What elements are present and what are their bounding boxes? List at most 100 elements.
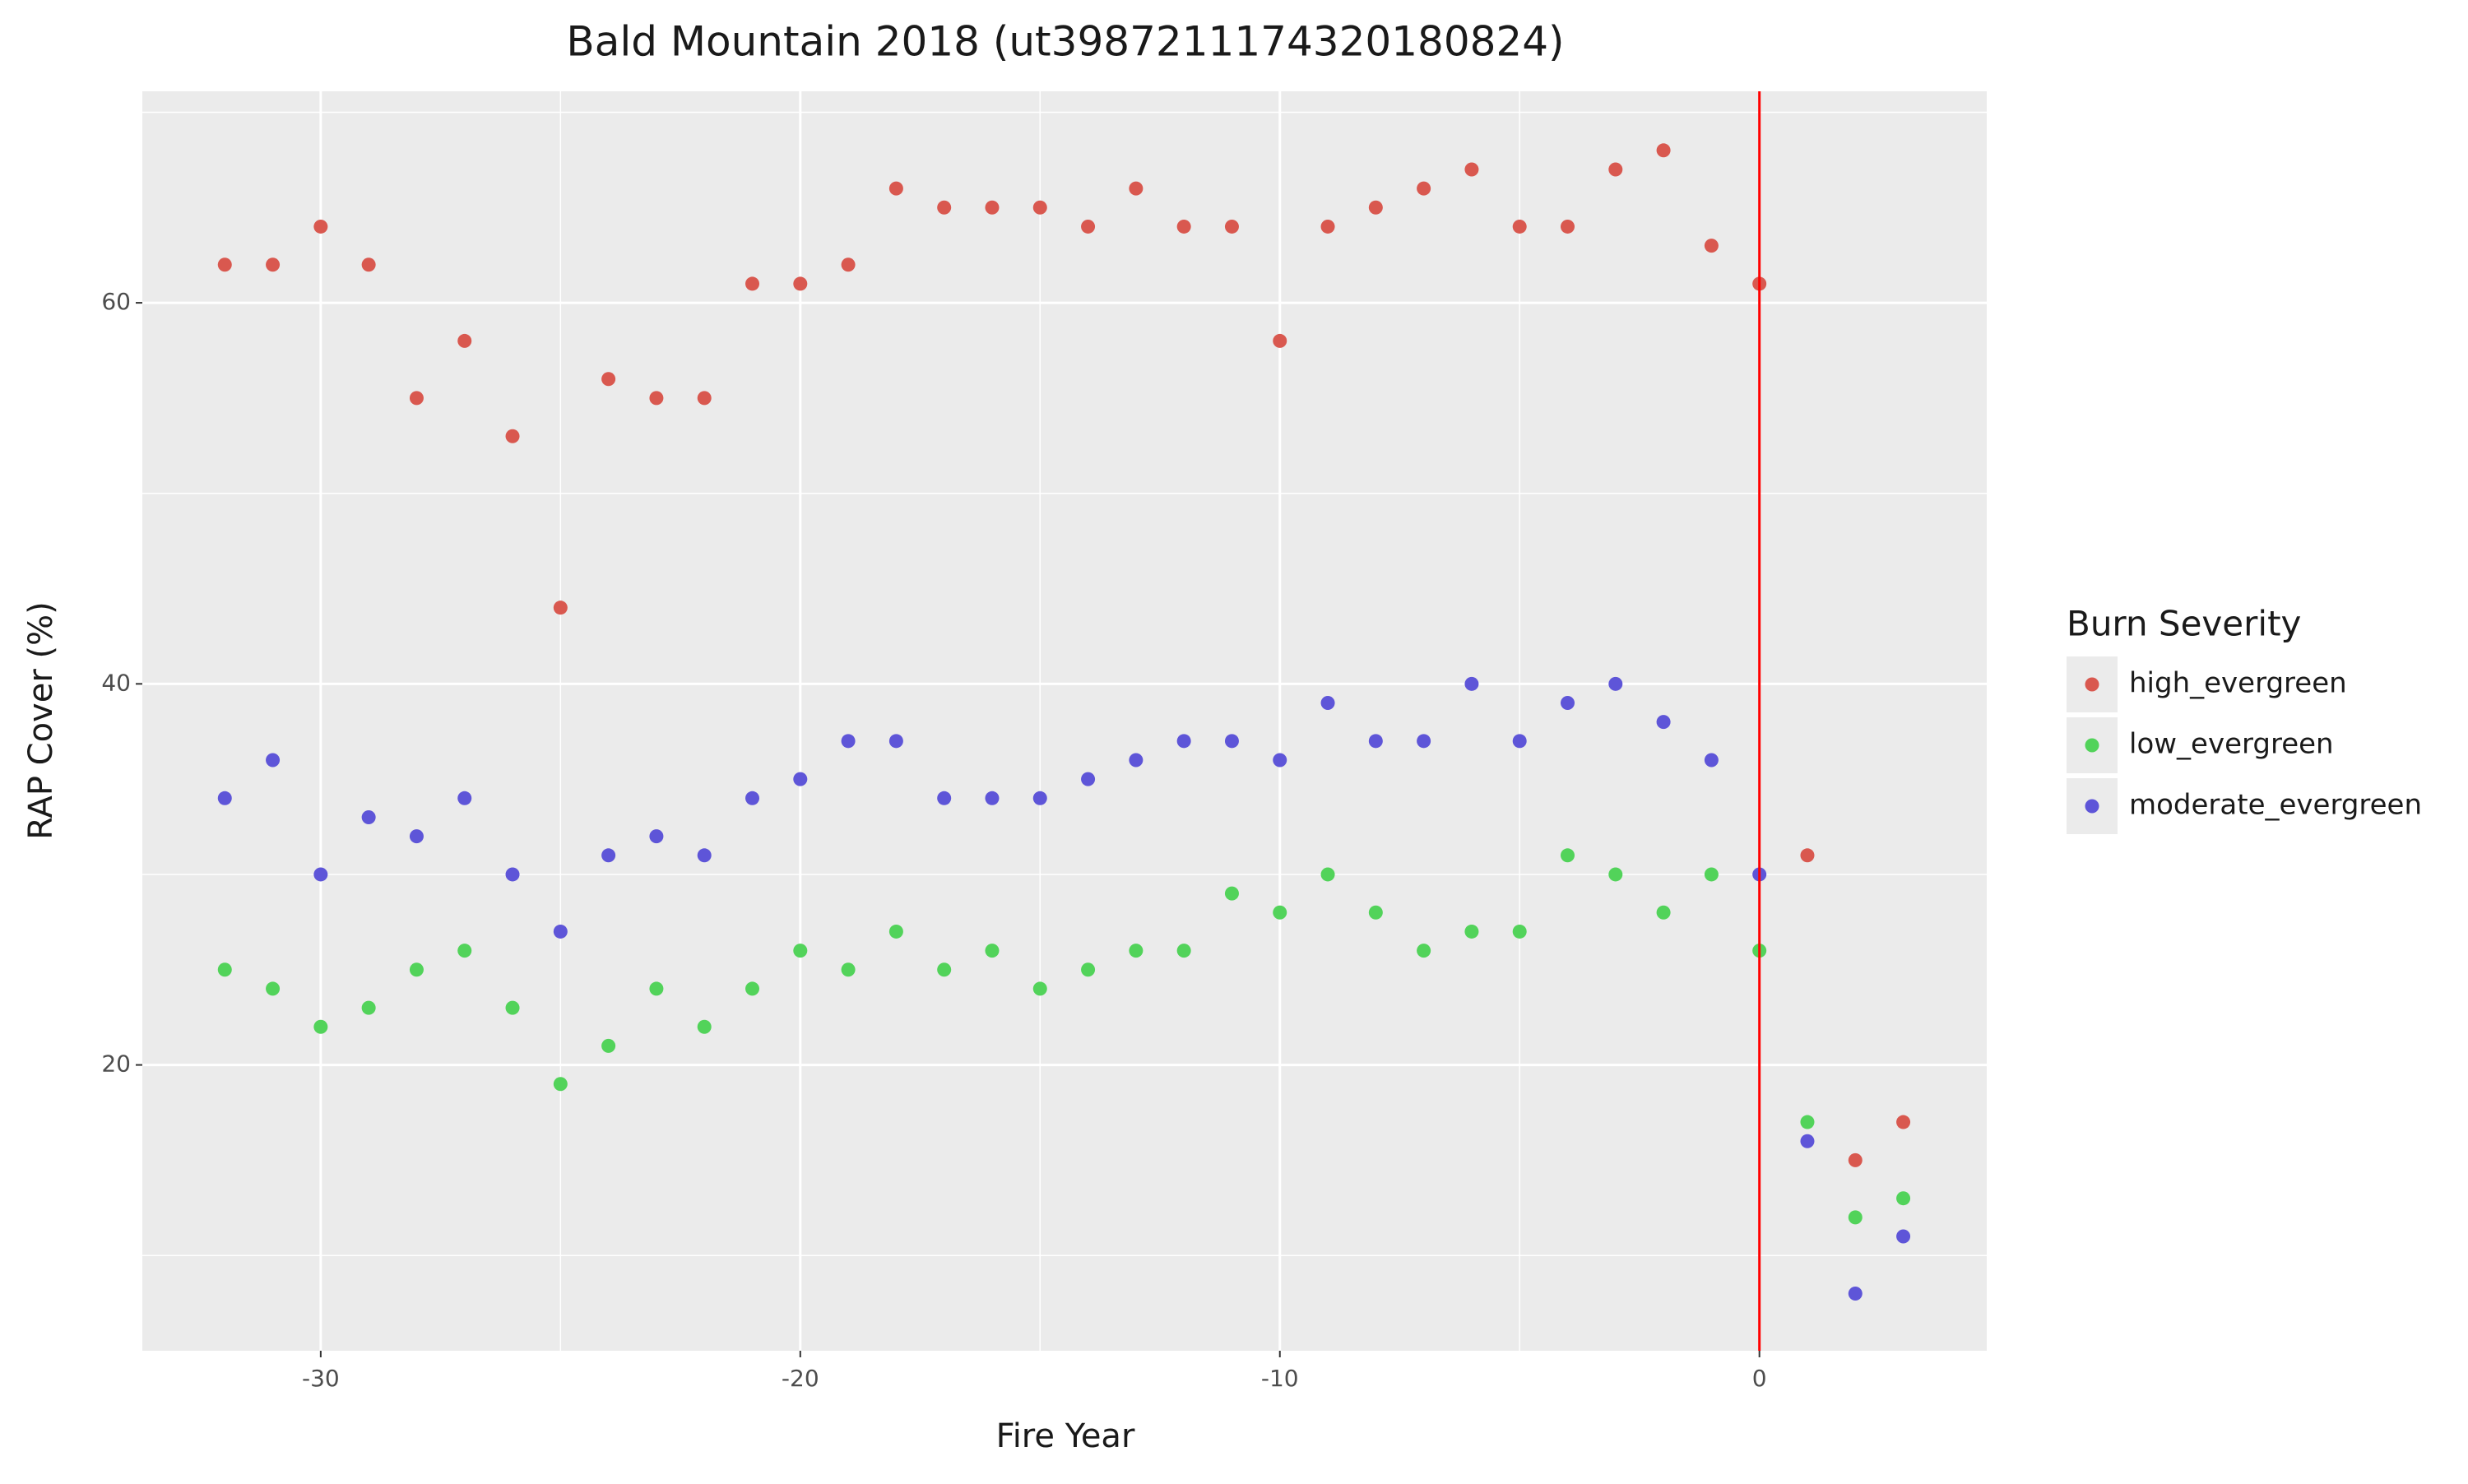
legend-marker [2085, 738, 2099, 753]
point [266, 753, 281, 768]
point [1800, 1134, 1815, 1148]
point [697, 1019, 712, 1034]
point [841, 257, 856, 272]
legend-title: Burn Severity [2067, 604, 2301, 644]
point [457, 944, 472, 958]
point [985, 200, 1000, 215]
point [793, 772, 808, 786]
point [1368, 200, 1383, 215]
point [1656, 715, 1671, 730]
point [1176, 219, 1191, 234]
point [649, 391, 664, 406]
point [505, 429, 520, 443]
point [1608, 676, 1623, 691]
point [1848, 1152, 1863, 1167]
point [1656, 143, 1671, 158]
point [793, 944, 808, 958]
x-axis-title: Fire Year [996, 1417, 1135, 1455]
legend-marker [2085, 677, 2099, 692]
point [409, 391, 424, 406]
point [1848, 1210, 1863, 1225]
x-tick-label: -30 [302, 1365, 340, 1392]
point [745, 276, 760, 291]
point [601, 848, 616, 863]
y-tick-label: 20 [101, 1050, 131, 1078]
point [649, 829, 664, 844]
point [1081, 772, 1096, 786]
x-tick-label: -20 [782, 1365, 819, 1392]
legend-marker [2085, 799, 2099, 814]
point [1032, 200, 1047, 215]
point [1704, 867, 1719, 882]
point [217, 257, 232, 272]
point [1848, 1287, 1863, 1301]
point [937, 791, 952, 805]
point [1896, 1191, 1911, 1206]
point [1800, 848, 1815, 863]
point [1032, 981, 1047, 996]
legend-label: low_evergreen [2129, 728, 2334, 761]
point [649, 981, 664, 996]
y-tick-label: 60 [101, 288, 131, 315]
point [266, 981, 281, 996]
point [1656, 905, 1671, 920]
point [841, 734, 856, 749]
point [313, 1019, 328, 1034]
point [1176, 944, 1191, 958]
point [985, 791, 1000, 805]
y-tick-label: 40 [101, 669, 131, 696]
point [1224, 886, 1239, 901]
point [601, 372, 616, 387]
point [313, 867, 328, 882]
point [1417, 944, 1431, 958]
point [1273, 905, 1287, 920]
point [1896, 1115, 1911, 1129]
point [1704, 239, 1719, 253]
point [1273, 333, 1287, 348]
point [1561, 848, 1575, 863]
point [457, 333, 472, 348]
point [1464, 924, 1479, 939]
point [937, 962, 952, 977]
point [1224, 734, 1239, 749]
point [505, 1000, 520, 1015]
point [1032, 791, 1047, 805]
point [1320, 867, 1335, 882]
point [841, 962, 856, 977]
point [1704, 753, 1719, 768]
legend-label: moderate_evergreen [2129, 789, 2422, 822]
point [1129, 753, 1144, 768]
point [553, 601, 568, 615]
point [553, 924, 568, 939]
point [409, 829, 424, 844]
point [409, 962, 424, 977]
point [1608, 162, 1623, 177]
point [217, 791, 232, 805]
point [1224, 219, 1239, 234]
point [1081, 962, 1096, 977]
plot-panel [142, 91, 1987, 1351]
point [1512, 219, 1527, 234]
chart-title: Bald Mountain 2018 (ut398721117432018082… [566, 18, 1564, 66]
point [985, 944, 1000, 958]
point [1512, 734, 1527, 749]
point [1561, 695, 1575, 710]
point [1176, 734, 1191, 749]
point [793, 276, 808, 291]
point [697, 391, 712, 406]
point [888, 924, 903, 939]
point [361, 809, 376, 824]
point [697, 848, 712, 863]
point [1368, 905, 1383, 920]
legend-label: high_evergreen [2129, 667, 2347, 700]
point [361, 257, 376, 272]
point [1273, 753, 1287, 768]
point [361, 1000, 376, 1015]
point [1464, 162, 1479, 177]
point [1512, 924, 1527, 939]
point [505, 867, 520, 882]
point [457, 791, 472, 805]
point [888, 181, 903, 196]
point [1417, 181, 1431, 196]
